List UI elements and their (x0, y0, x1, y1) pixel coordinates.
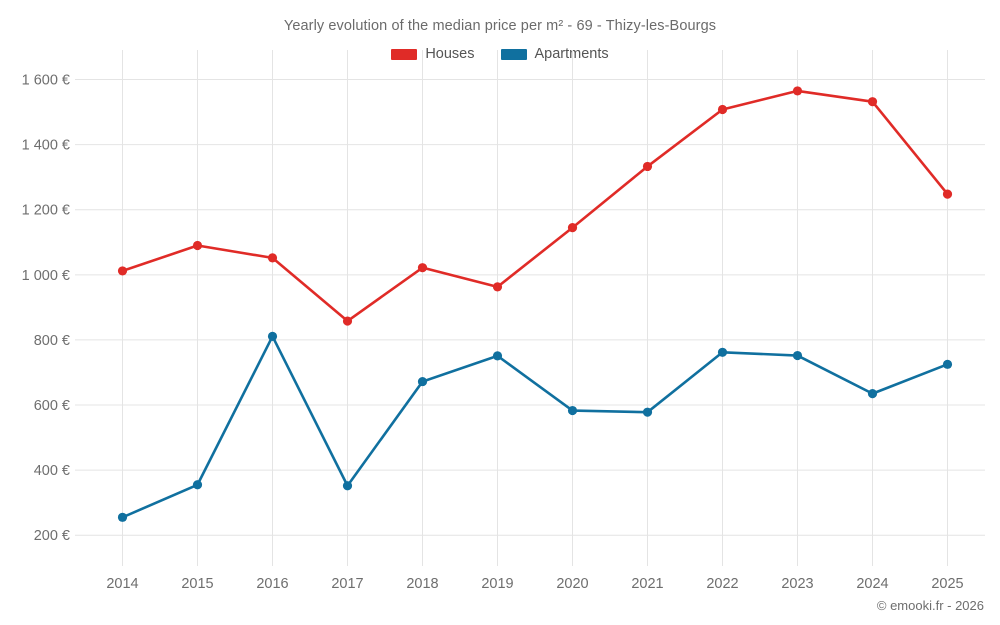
data-series-layer (117, 86, 953, 522)
svg-text:2018: 2018 (406, 576, 438, 592)
svg-text:2024: 2024 (856, 576, 888, 592)
data-point[interactable] (342, 316, 353, 326)
series-line-houses (121, 89, 949, 323)
legend-item-apartments[interactable]: Apartments (500, 46, 609, 62)
legend-swatch-houses (391, 48, 418, 60)
data-point[interactable] (117, 266, 128, 276)
svg-text:400 €: 400 € (34, 463, 70, 479)
data-point[interactable] (567, 405, 578, 416)
svg-text:1 200 €: 1 200 € (22, 203, 70, 219)
data-point[interactable] (717, 104, 728, 115)
svg-text:2015: 2015 (181, 576, 213, 592)
data-point[interactable] (492, 351, 503, 361)
chart-legend: Houses Apartments (0, 46, 1000, 62)
legend-swatch-apartments (500, 48, 527, 60)
svg-text:2014: 2014 (106, 576, 138, 592)
data-point[interactable] (192, 480, 203, 490)
svg-text:2025: 2025 (931, 576, 963, 592)
svg-text:1 000 €: 1 000 € (22, 268, 70, 284)
data-point[interactable] (117, 512, 128, 522)
data-point[interactable] (792, 350, 803, 361)
svg-text:2019: 2019 (481, 576, 513, 592)
data-point[interactable] (267, 331, 278, 341)
data-point[interactable] (492, 282, 503, 292)
grid-lines (75, 50, 985, 566)
svg-text:2021: 2021 (631, 576, 663, 592)
chart-title: Yearly evolution of the median price per… (283, 18, 717, 34)
data-point[interactable] (867, 389, 878, 399)
svg-text:2020: 2020 (556, 576, 588, 592)
series-line-apartments (121, 335, 949, 519)
svg-text:2022: 2022 (706, 576, 738, 592)
data-point[interactable] (717, 347, 728, 357)
data-point[interactable] (267, 253, 278, 263)
y-axis-tick-labels: 200 € 400 € 600 € 800 € 1 000 € 1 200 € 1 400 … (22, 73, 70, 545)
credit-text: © emooki.fr - 2026 (876, 598, 984, 613)
data-point[interactable] (342, 481, 353, 491)
data-point[interactable] (942, 359, 953, 369)
legend-label-houses: Houses (425, 46, 475, 62)
svg-text:2023: 2023 (781, 576, 813, 592)
data-point[interactable] (192, 240, 203, 251)
legend-label-apartments: Apartments (534, 46, 609, 62)
svg-text:1 400 €: 1 400 € (22, 138, 70, 154)
svg-text:800 €: 800 € (34, 333, 70, 349)
x-axis-tick-labels: 2014 2015 2016 2017 2018 2019 2020 2021 2022 2023… (106, 576, 963, 592)
svg-text:600 €: 600 € (34, 398, 70, 414)
data-point[interactable] (867, 97, 878, 107)
data-point[interactable] (642, 161, 653, 172)
data-point[interactable] (792, 86, 803, 96)
svg-text:200 €: 200 € (34, 528, 70, 544)
svg-text:2016: 2016 (256, 576, 288, 592)
svg-text:1 600 €: 1 600 € (22, 73, 70, 89)
legend-item-houses[interactable]: Houses (391, 46, 475, 62)
svg-text:2017: 2017 (331, 576, 363, 592)
data-point[interactable] (417, 376, 428, 387)
data-point[interactable] (942, 189, 953, 199)
data-point[interactable] (642, 407, 653, 417)
data-point[interactable] (567, 223, 578, 233)
data-point[interactable] (417, 263, 428, 273)
